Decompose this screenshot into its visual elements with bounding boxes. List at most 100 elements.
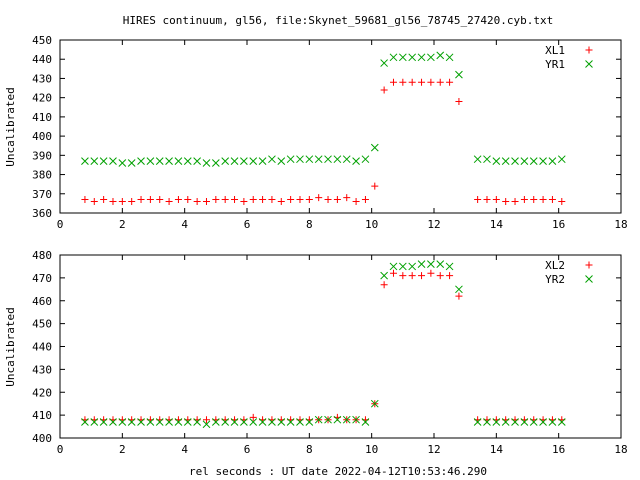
y-tick-label: 410 (32, 409, 52, 422)
data-point (520, 418, 529, 426)
x-tick-label: 10 (365, 443, 378, 456)
data-point (211, 159, 220, 167)
data-point (389, 78, 397, 86)
data-point (398, 53, 407, 62)
data-point (128, 197, 136, 205)
y-axis-label: Uncalibrated (4, 307, 17, 386)
data-point (146, 196, 154, 204)
data-point (211, 418, 220, 426)
data-point (558, 197, 566, 205)
data-point (296, 418, 304, 426)
y-tick-label: 450 (32, 34, 52, 47)
data-point (137, 196, 145, 204)
x-tick-label: 4 (181, 218, 188, 231)
data-point (417, 260, 426, 269)
data-point (156, 196, 164, 204)
data-point (520, 157, 529, 165)
data-point (268, 155, 276, 164)
data-point (530, 196, 538, 204)
legend-label: YR2 (545, 273, 565, 286)
x-tick-label: 16 (552, 218, 565, 231)
data-point (492, 157, 501, 165)
data-point (240, 197, 248, 205)
legend-label: XL1 (545, 44, 565, 57)
data-point (183, 418, 192, 426)
data-point (398, 262, 407, 271)
data-point (548, 157, 557, 165)
x-tick-label: 8 (306, 443, 313, 456)
data-point (193, 157, 201, 165)
data-point (361, 418, 370, 426)
data-point (137, 157, 145, 165)
data-point (146, 157, 155, 165)
data-point (146, 418, 155, 426)
plot-frame (59, 254, 622, 439)
y-tick-label: 430 (32, 72, 52, 85)
data-point (380, 281, 388, 289)
data-point (427, 260, 435, 269)
data-point (417, 53, 426, 62)
data-point (127, 159, 136, 167)
data-point (361, 196, 369, 204)
y-tick-label: 480 (32, 249, 52, 262)
data-point (548, 196, 556, 204)
data-point (501, 418, 510, 426)
data-point (193, 197, 201, 205)
data-point (305, 418, 314, 426)
data-point (474, 196, 482, 204)
data-point (446, 78, 454, 86)
data-point (81, 157, 89, 165)
data-point (333, 155, 342, 164)
data-point (249, 196, 257, 204)
data-point (436, 51, 445, 60)
data-point (155, 418, 164, 426)
data-point (511, 418, 519, 426)
data-point (286, 155, 295, 164)
data-point (455, 285, 463, 294)
y-tick-label: 440 (32, 53, 52, 66)
data-point (230, 157, 239, 165)
data-point (249, 157, 258, 165)
data-point (529, 157, 538, 165)
y-tick-label: 380 (32, 169, 52, 182)
x-tick-label: 6 (244, 218, 251, 231)
data-point (184, 196, 192, 204)
data-point (212, 196, 220, 204)
data-point (427, 53, 435, 62)
data-point (455, 98, 463, 106)
data-point (90, 418, 99, 426)
data-point (557, 418, 566, 426)
data-point (324, 196, 332, 204)
data-point (118, 418, 127, 426)
data-point (127, 418, 136, 426)
data-point (324, 155, 332, 164)
x-tick-label: 10 (365, 218, 378, 231)
legend-marker (585, 46, 593, 54)
y-tick-label: 360 (32, 207, 52, 220)
data-point (202, 197, 210, 205)
data-point (436, 272, 444, 280)
data-point (399, 78, 407, 86)
data-point (492, 196, 500, 204)
data-point (408, 78, 416, 86)
data-point (202, 416, 210, 424)
data-point (277, 418, 286, 426)
x-tick-label: 4 (181, 443, 188, 456)
data-point (296, 155, 304, 164)
data-point (221, 196, 229, 204)
x-tick-label: 18 (614, 443, 627, 456)
data-point (492, 418, 501, 426)
y-tick-label: 420 (32, 386, 52, 399)
data-point (342, 155, 351, 164)
data-point (529, 418, 538, 426)
y-tick-label: 450 (32, 318, 52, 331)
data-point (342, 415, 351, 424)
data-point (436, 78, 444, 86)
data-point (380, 86, 388, 94)
y-tick-label: 410 (32, 111, 52, 124)
data-point (389, 53, 398, 62)
data-point (240, 418, 248, 426)
data-point (352, 415, 360, 424)
data-point (408, 272, 416, 280)
data-point (418, 78, 426, 86)
